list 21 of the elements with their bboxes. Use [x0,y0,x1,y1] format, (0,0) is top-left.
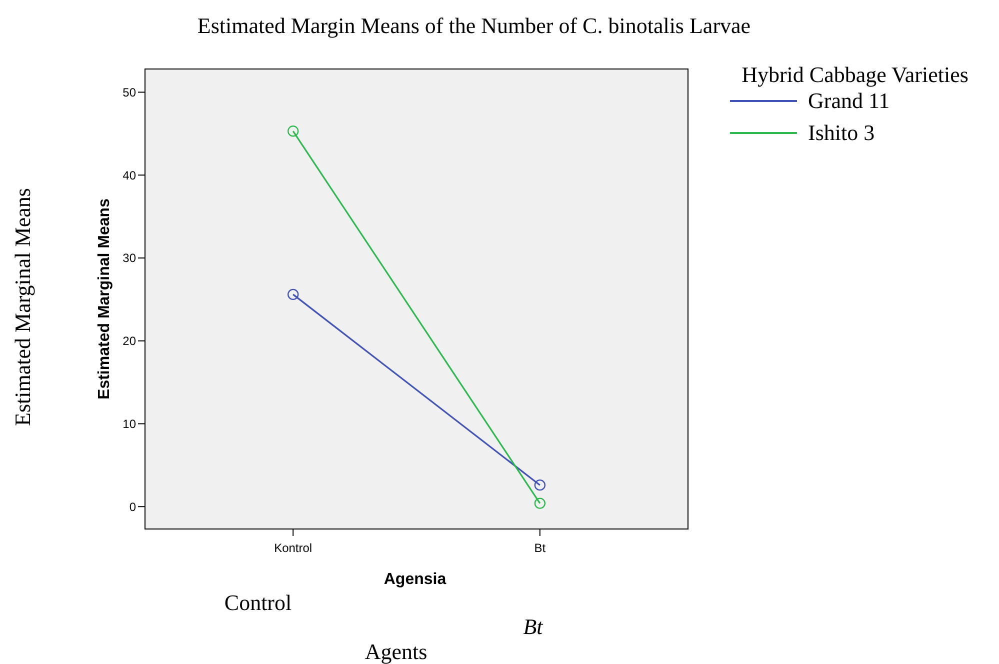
y-axis-title: Estimated Marginal Means [96,198,113,400]
chart-title: Estimated Margin Means of the Number of C. binotalis Larvae [197,13,751,38]
legend-label: Ishito 3 [808,120,875,145]
y-tick-label: 20 [122,334,136,348]
point [534,479,546,491]
point [287,126,299,137]
text: Control [224,590,292,615]
y-tick-label: 10 [122,416,136,431]
legend-label: Grand 11 [808,88,890,113]
point [534,498,546,509]
y-tick-label: 40 [122,168,136,182]
y-tick-label: 50 [122,85,136,100]
text: Bt [523,614,544,639]
y-tick-label: 0 [129,500,136,514]
y-tick-label: 30 [122,251,136,266]
legend-title: Hybrid Cabbage Varieties [742,62,968,87]
x-tick-label: Kontrol [274,541,312,555]
point [287,288,299,300]
text: Estimated Marginal Means [10,188,35,426]
text: Agents [364,639,428,664]
x-axis-title: Agensia [384,571,446,588]
